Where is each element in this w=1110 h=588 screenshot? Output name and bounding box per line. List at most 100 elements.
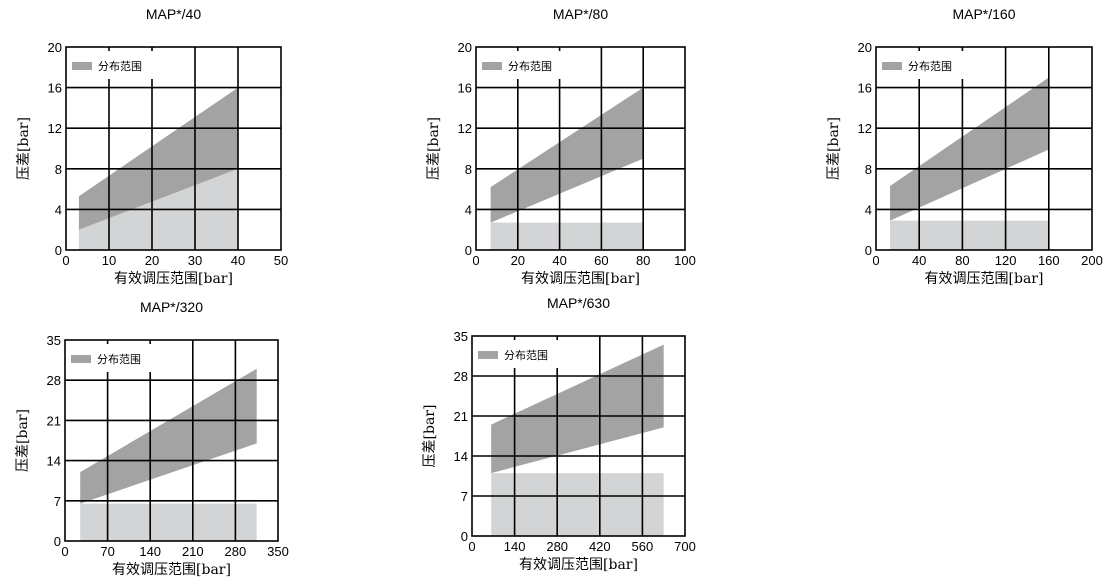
x-axis-label: 有效调压范围[bar]: [519, 556, 638, 573]
x-axis-label: 有效调压范围[bar]: [112, 561, 231, 578]
base-region: [491, 473, 664, 536]
y-tick-label: 35: [47, 333, 61, 348]
distribution-band: [890, 77, 1049, 221]
x-tick-label: 0: [61, 544, 68, 559]
y-tick-label: 12: [858, 121, 872, 136]
y-tick-label: 14: [454, 449, 468, 464]
y-tick-label: 20: [48, 40, 62, 55]
y-tick-label: 16: [858, 81, 872, 96]
y-tick-label: 0: [461, 529, 468, 544]
legend-label: 分布范围: [908, 59, 952, 73]
chart-3: MAP*/160 分布范围 0 40 80 120 160 200 0 4 8 12 16 20 有效调压范…: [826, 6, 1103, 287]
legend: 分布范围: [878, 51, 974, 79]
legend: 分布范围: [478, 51, 574, 79]
x-tick-label: 0: [468, 539, 475, 554]
chart-1: MAP*/40 分布范围 0 10 20 30 40 50 0 4 8 12 16 20 有效调压范围[ba…: [16, 6, 288, 287]
x-tick-label: 30: [188, 253, 202, 268]
legend-swatch: [72, 62, 92, 70]
y-axis-label: 压差[bar]: [16, 117, 32, 180]
x-tick-label: 70: [100, 544, 114, 559]
x-tick-label: 0: [472, 253, 479, 268]
x-tick-label: 40: [912, 253, 926, 268]
x-tick-label: 120: [995, 253, 1017, 268]
legend: 分布范围: [474, 340, 570, 368]
y-axis-label: 压差[bar]: [422, 405, 438, 468]
chart-4: MAP*/320 分布范围 0 70 140 210 280 350 0 7 14 21 28 35 有效调…: [15, 299, 289, 578]
y-axis-label: 压差[bar]: [426, 117, 442, 180]
chart-5: MAP*/630 分布范围 0 140 280 420 560 700 0 7 14 21 28 35 有效…: [422, 295, 696, 573]
y-tick-label: 4: [865, 202, 872, 217]
x-tick-label: 700: [674, 539, 696, 554]
distribution-band: [80, 368, 257, 504]
y-tick-label: 12: [48, 121, 62, 136]
x-tick-label: 0: [872, 253, 879, 268]
x-tick-label: 350: [267, 544, 289, 559]
x-tick-label: 50: [274, 253, 288, 268]
y-tick-label: 20: [858, 40, 872, 55]
x-tick-label: 60: [594, 253, 608, 268]
x-tick-label: 160: [1038, 253, 1060, 268]
x-tick-label: 20: [145, 253, 159, 268]
chart-title: MAP*/630: [547, 295, 610, 311]
y-axis-label: 压差[bar]: [15, 409, 31, 472]
chart-title: MAP*/160: [952, 6, 1015, 22]
legend-label: 分布范围: [508, 59, 552, 73]
x-tick-label: 0: [62, 253, 69, 268]
y-tick-label: 7: [461, 489, 468, 504]
legend: 分布范围: [68, 51, 164, 79]
y-tick-label: 28: [47, 373, 61, 388]
y-tick-label: 7: [54, 494, 61, 509]
legend-swatch: [478, 351, 498, 359]
plot-frame: [475, 46, 686, 251]
base-region: [80, 503, 257, 541]
base-region: [490, 222, 644, 250]
x-axis-label: 有效调压范围[bar]: [925, 270, 1044, 287]
x-tick-label: 80: [955, 253, 969, 268]
x-tick-label: 420: [589, 539, 611, 554]
x-tick-label: 10: [102, 253, 116, 268]
x-tick-label: 20: [511, 253, 525, 268]
chart-2: MAP*/80 分布范围 0 20 40 60 80 100 0 4 8 12 16 20 有效调压范围[b…: [426, 6, 696, 287]
plot-frame: [875, 46, 1093, 251]
y-tick-label: 0: [465, 243, 472, 258]
distribution-band: [78, 87, 239, 230]
chart-title: MAP*/40: [146, 6, 201, 22]
y-tick-label: 28: [454, 369, 468, 384]
y-tick-label: 35: [454, 329, 468, 344]
y-tick-label: 4: [465, 202, 472, 217]
y-tick-label: 0: [54, 534, 61, 549]
x-tick-label: 80: [636, 253, 650, 268]
x-tick-label: 280: [546, 539, 568, 554]
x-tick-label: 40: [231, 253, 245, 268]
legend-swatch: [882, 62, 902, 70]
x-tick-label: 40: [552, 253, 566, 268]
y-axis-label: 压差[bar]: [826, 117, 842, 180]
x-axis-label: 有效调压范围[bar]: [114, 270, 233, 287]
y-tick-label: 16: [458, 81, 472, 96]
legend-label: 分布范围: [97, 352, 141, 366]
legend-swatch: [482, 62, 502, 70]
legend: 分布范围: [67, 344, 163, 372]
base-region: [890, 220, 1049, 250]
x-tick-label: 560: [632, 539, 654, 554]
y-tick-label: 16: [48, 81, 62, 96]
x-tick-label: 280: [225, 544, 247, 559]
legend-label: 分布范围: [98, 59, 142, 73]
plot-frame: [64, 339, 279, 542]
y-tick-label: 8: [465, 162, 472, 177]
x-axis-label: 有效调压范围[bar]: [521, 270, 640, 287]
y-tick-label: 0: [865, 243, 872, 258]
y-tick-label: 8: [55, 162, 62, 177]
y-tick-label: 0: [55, 243, 62, 258]
x-tick-label: 210: [182, 544, 204, 559]
chart-title: MAP*/80: [553, 6, 608, 22]
y-tick-label: 21: [47, 413, 61, 428]
x-tick-label: 140: [139, 544, 161, 559]
chart-title: MAP*/320: [140, 299, 203, 315]
plot-frame: [471, 335, 686, 537]
y-tick-label: 8: [865, 162, 872, 177]
legend-label: 分布范围: [504, 348, 548, 362]
x-tick-label: 140: [504, 539, 526, 554]
y-tick-label: 4: [55, 202, 62, 217]
